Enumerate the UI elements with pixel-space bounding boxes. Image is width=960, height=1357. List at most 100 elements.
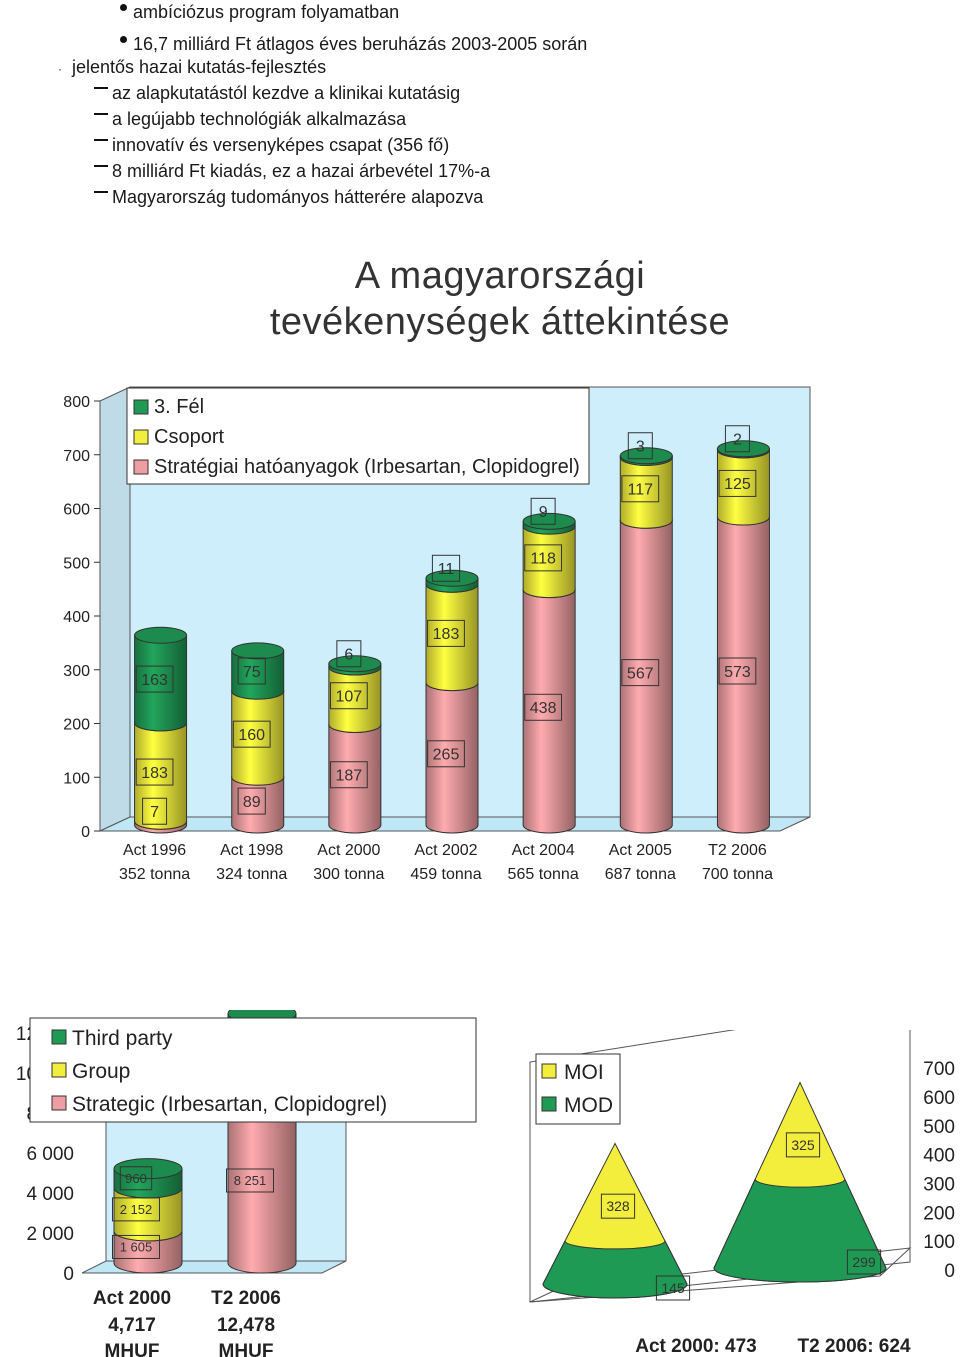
bar-segment-green	[134, 634, 188, 732]
bar-value-label: 117	[628, 482, 654, 499]
bar-value-label: 438	[530, 700, 557, 717]
bar-value-label-box	[329, 761, 368, 789]
x-tick-label: Act 2002	[414, 842, 477, 859]
bar-segment-green-top	[522, 512, 576, 530]
y-tick-label: 2 000	[26, 1224, 74, 1245]
bar-value-label-box	[119, 1166, 153, 1191]
bar-value-label-box	[142, 797, 168, 825]
bar-segment-yellow	[231, 690, 285, 786]
cone-value-label: 299	[852, 1254, 876, 1270]
bar-segment	[113, 1187, 183, 1242]
bar-value-label-box	[237, 787, 266, 815]
bar-value-label: 8 251	[234, 1173, 267, 1188]
legend-swatch	[51, 1062, 67, 1078]
bar-value-label-box	[431, 554, 461, 582]
x-unit-label: MHUF	[219, 1341, 274, 1357]
legend-label: Third party	[72, 1027, 173, 1050]
bar-group: 567 117 3	[619, 432, 673, 834]
bullet-2-text: 16,7 milliárd Ft átlagos éves beruházás …	[133, 34, 588, 54]
cone-segment-green	[713, 1178, 887, 1283]
legend-swatch	[133, 429, 149, 445]
x-tick-label: Act 1998	[220, 842, 283, 859]
y-tick-label: 700	[923, 1059, 955, 1080]
bar-segment-pink	[328, 723, 382, 834]
bullet-3: · jelentős hazai kutatás-fejlesztés	[58, 56, 326, 80]
bar-segment-top	[113, 1158, 183, 1180]
bar-group: 7 183 163	[134, 626, 188, 834]
sub-bullet-5-text: Magyarország tudományos hátterére alapoz…	[112, 187, 484, 207]
dash-icon	[94, 191, 108, 194]
x-tick-label: T2 2006	[708, 842, 767, 859]
cone-group: 328 145	[542, 1142, 691, 1301]
bar-group: 89 160 75	[231, 642, 285, 834]
bullet-dot-icon	[120, 35, 127, 43]
bar-segment-pink	[231, 776, 285, 834]
bar-value-label: 3	[636, 438, 645, 455]
x-sublabel: 700 tonna	[702, 866, 773, 883]
dash-icon	[94, 139, 108, 142]
y-tick-label: 600	[923, 1088, 955, 1109]
bar-segment-green-top	[425, 569, 479, 587]
bar-value-label-box	[112, 1234, 160, 1259]
bullet-dot-icon	[120, 3, 127, 11]
y-tick-label: 700	[63, 448, 90, 465]
dash-icon	[94, 165, 108, 168]
bar-value-label-box	[621, 475, 660, 503]
legend-swatch	[51, 1029, 67, 1045]
bar-group: 187 107 6	[328, 640, 382, 834]
cone-value-label-box	[600, 1193, 636, 1219]
bar-value-label-box	[718, 657, 757, 685]
cone-value-label: 145	[661, 1280, 685, 1296]
bullet-2: 16,7 milliárd Ft átlagos éves beruházás …	[120, 33, 587, 55]
legend: 3. Fél Csoport Stratégiai hatóanyagok (Irb…	[126, 387, 590, 485]
y-tick-label: 4 000	[26, 1184, 74, 1205]
x-tick-label: Act 1996	[123, 842, 186, 859]
bar-value-label-box	[232, 720, 271, 748]
bar-value-label-box	[530, 497, 556, 525]
bar-value-label: 9	[539, 504, 548, 521]
dash-icon	[94, 113, 108, 116]
bar-segment-yellow	[328, 666, 382, 733]
bar-value-label: 183	[141, 765, 168, 782]
bar-value-label: 960	[125, 1171, 147, 1186]
sub-bullet-3-text: innovatív és versenyképes csapat (356 fő…	[112, 135, 450, 155]
bar-value-label: 89	[243, 794, 261, 811]
y-tick-label: 6 000	[26, 1144, 74, 1165]
bar-value-label-box	[427, 740, 465, 768]
bar-segment-yellow	[716, 449, 770, 526]
legend-swatch	[51, 1095, 67, 1111]
legend: MOI MOD	[535, 1053, 621, 1125]
bar-group: 1 605 2 152 960	[112, 1158, 183, 1274]
bar-segment-green-top	[134, 626, 188, 644]
bullet-3-text: jelentős hazai kutatás-fejlesztés	[72, 57, 327, 77]
bullet-1-text: ambíciózus program folyamatban	[133, 2, 400, 22]
bar-segment-pink	[716, 516, 770, 834]
y-tick-label: 500	[63, 555, 90, 572]
bar-value-label-box	[329, 682, 368, 710]
cone-chart: 0 100 200 300 400 500 600 700 328 145 325 299 Act 20…	[529, 1030, 955, 1357]
legend-label: Csoport	[154, 426, 224, 448]
legend-swatch	[541, 1063, 557, 1079]
bar-segment-pink	[522, 589, 576, 834]
sub-bullet-2-text: a legújabb technológiák alkalmazása	[112, 109, 407, 129]
sub-bullet-3: innovatív és versenyképes csapat (356 fő…	[94, 134, 449, 156]
x-sublabel: 4,717	[108, 1315, 156, 1336]
y-tick-label: 400	[923, 1146, 955, 1167]
bar-value-label: 183	[433, 626, 460, 643]
legend-label: MOI	[564, 1061, 604, 1084]
sub-bullet-5: Magyarország tudományos hátterére alapoz…	[94, 186, 483, 208]
bar-segment	[227, 1097, 297, 1274]
bar-value-label-box	[226, 1168, 274, 1193]
cone-value-label-box	[655, 1275, 691, 1301]
bar-value-label: 6	[344, 647, 353, 664]
legend-swatch	[133, 399, 149, 415]
bar-segment-yellow	[425, 583, 479, 692]
y-tick-label: 300	[923, 1175, 955, 1196]
bar-value-label-box	[621, 659, 660, 687]
x-tick-label: Act 2000	[317, 842, 380, 859]
x-tick-label: T2 2006: 624	[797, 1336, 910, 1357]
y-tick-label: 0	[81, 824, 90, 841]
cone-value-label: 328	[606, 1198, 630, 1214]
bar-segment-green-top	[619, 447, 673, 465]
bar-value-label: 107	[336, 688, 363, 705]
